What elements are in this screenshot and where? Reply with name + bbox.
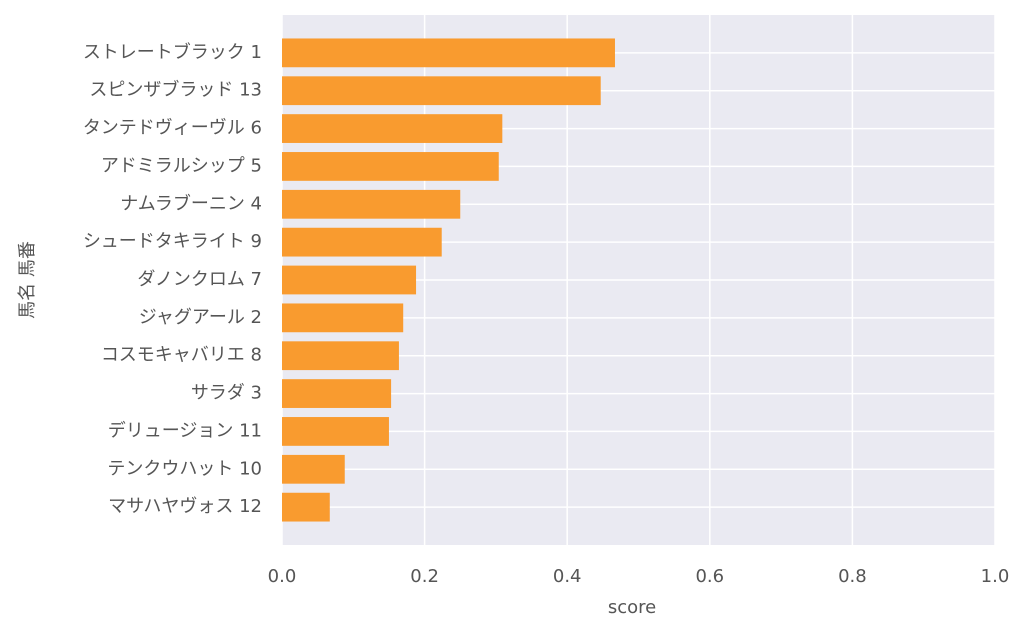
y-tick-label: コスモキャバリエ 8 [101, 345, 262, 366]
y-tick-label: デリュージョン 11 [108, 420, 262, 441]
y-tick-label: ナムラブーニン 4 [120, 192, 262, 214]
bar [282, 492, 330, 522]
bar [282, 227, 442, 257]
y-axis-label: 馬名 馬番 [17, 241, 38, 319]
y-tick-label: マサハヤヴォス 12 [108, 496, 262, 517]
y-tick-label: スピンザブラッド 13 [89, 79, 262, 101]
x-tick-label: 0.8 [838, 566, 867, 587]
y-tick-label: シュードタキライト 9 [83, 231, 262, 252]
x-tick-label: 1.0 [981, 566, 1010, 587]
bar [282, 114, 503, 143]
x-tick-label: 0.2 [410, 566, 439, 587]
bar [282, 417, 389, 446]
bar [282, 379, 392, 408]
x-tick-label: 0.0 [268, 566, 297, 587]
y-tick-label: サラダ 3 [191, 383, 262, 404]
y-tick-label: ダノンクロム 7 [137, 269, 262, 290]
bar [282, 38, 615, 68]
bar [282, 454, 345, 484]
y-tick-label: ジャグアール 2 [139, 307, 262, 328]
x-axis-label: score [608, 597, 656, 618]
y-tick-label: タンテドヴィーヴル 6 [83, 118, 262, 139]
y-tick-label: テンクウハット 10 [107, 458, 262, 479]
y-tick-label: アドミラルシップ 5 [101, 155, 262, 176]
x-tick-label: 0.6 [695, 566, 724, 587]
bar [282, 189, 461, 219]
x-tick-label: 0.4 [553, 566, 582, 587]
bar [282, 152, 499, 181]
bar [282, 76, 601, 106]
y-tick-label: ストレートブラック 1 [83, 41, 262, 63]
bar [282, 303, 404, 333]
bar [282, 265, 417, 295]
bar [282, 341, 399, 371]
